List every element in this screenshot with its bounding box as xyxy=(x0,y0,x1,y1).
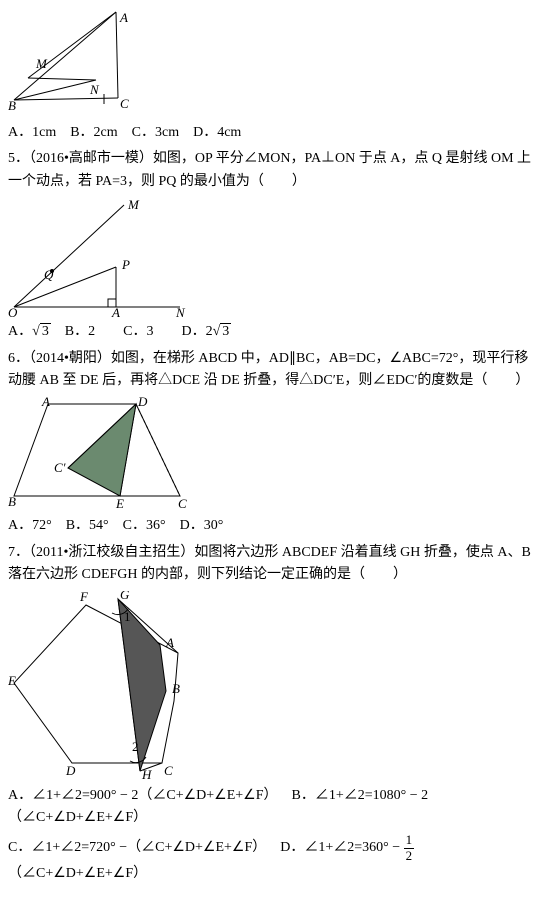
q4-options: A．1cm B．2cm C．3cm D．4cm xyxy=(8,122,532,144)
q7-options-row2: C．∠1+∠2=720° −（∠C+∠D+∠E+∠F） D．∠1+∠2=360°… xyxy=(8,833,532,885)
svg-text:E: E xyxy=(115,496,124,511)
svg-text:A: A xyxy=(119,10,128,25)
q5-text: 5．（2016•高邮市一模）如图，OP 平分∠MON，PA⊥ON 于点 A，点 … xyxy=(8,148,532,193)
svg-text:M: M xyxy=(35,56,48,71)
svg-text:B: B xyxy=(8,98,16,113)
fig-q5: M Q P O A N xyxy=(8,197,188,317)
svg-text:N: N xyxy=(89,82,100,97)
svg-text:C: C xyxy=(178,496,187,511)
svg-text:C′: C′ xyxy=(54,460,66,475)
svg-text:A: A xyxy=(41,396,50,409)
svg-text:N: N xyxy=(175,305,186,317)
fig-q7: F G A B E D CH 1 2 xyxy=(8,591,218,781)
svg-text:Q: Q xyxy=(44,267,54,282)
svg-text:E: E xyxy=(8,673,16,688)
svg-text:H: H xyxy=(141,767,152,781)
svg-text:D: D xyxy=(65,763,76,778)
svg-text:1: 1 xyxy=(124,609,131,624)
svg-text:C: C xyxy=(164,763,173,778)
svg-text:D: D xyxy=(137,396,148,409)
svg-text:O: O xyxy=(8,305,18,317)
svg-text:A: A xyxy=(165,635,174,650)
svg-text:G: G xyxy=(120,591,130,602)
svg-text:P: P xyxy=(121,257,130,272)
fig-q6: A D C′ B E C xyxy=(8,396,208,511)
q7-opt-a: A．∠1+∠2=900° − 2（∠C+∠D+∠E+∠F） xyxy=(8,788,278,803)
q6-text: 6．（2014•朝阳）如图，在梯形 ABCD 中，AD∥BC，AB=DC，∠AB… xyxy=(8,348,532,393)
svg-text:C: C xyxy=(120,96,129,111)
q5-options: A．3 B．2 C．3 D．23 xyxy=(8,321,532,343)
q7-options-row1: A．∠1+∠2=900° − 2（∠C+∠D+∠E+∠F） B．∠1+∠2=10… xyxy=(8,785,532,830)
svg-text:M: M xyxy=(127,197,140,212)
svg-text:F: F xyxy=(79,591,89,604)
q7-opt-c: C．∠1+∠2=720° −（∠C+∠D+∠E+∠F） xyxy=(8,840,266,855)
svg-text:B: B xyxy=(172,681,180,696)
q7-text: 7．（2011•浙江校级自主招生）如图将六边形 ABCDEF 沿着直线 GH 折… xyxy=(8,542,532,587)
q6-options: A．72° B．54° C．36° D．30° xyxy=(8,515,532,537)
fig-q4: A M N B C xyxy=(8,8,148,118)
svg-text:A: A xyxy=(111,305,120,317)
svg-text:2: 2 xyxy=(132,739,139,754)
svg-text:B: B xyxy=(8,494,16,509)
